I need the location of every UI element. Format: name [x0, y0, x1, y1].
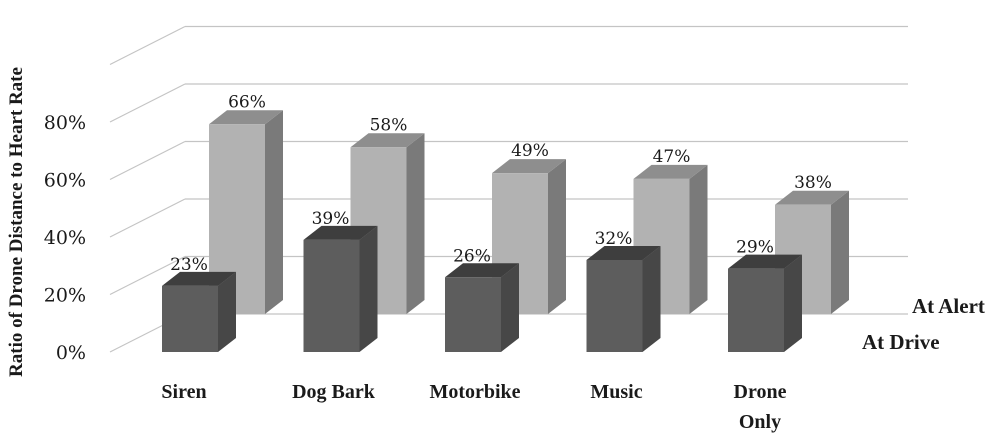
bar-at-drive — [303, 225, 378, 352]
x-category-label: Dog Bark — [292, 381, 376, 403]
y-tick-label: 60% — [44, 170, 86, 192]
data-label-at-alert: 49% — [511, 141, 549, 161]
bar-at-drive-top — [303, 225, 378, 240]
gridline-side — [109, 255, 186, 296]
y-tick-label: 20% — [44, 285, 86, 307]
bar-at-drive — [162, 271, 236, 352]
data-label-at-drive: 32% — [595, 229, 633, 249]
bar-at-drive-side — [642, 246, 661, 352]
bar-at-drive-top — [162, 271, 236, 286]
gridline-top — [109, 25, 186, 66]
bar-at-drive — [586, 246, 661, 352]
bar-layer: 66% 58% 49% 47% 38% 23% 39% 26% 32% 29% — [162, 92, 849, 352]
bar-at-drive-side — [784, 254, 802, 352]
y-tick-label: 80% — [44, 112, 86, 134]
gridline-side — [109, 140, 186, 181]
y-tick-layer: 0% 20% 40% 60% 80% — [44, 112, 86, 364]
series-label-at-alert: At Alert — [912, 294, 985, 318]
bar-at-drive-front — [728, 268, 784, 352]
bar-at-alert-top — [775, 190, 849, 205]
bar-at-alert-top — [492, 159, 566, 174]
y-tick-label: 0% — [56, 342, 86, 364]
data-label-at-alert: 58% — [370, 115, 408, 135]
bar-at-drive-front — [445, 277, 501, 352]
series-label-at-drive: At Drive — [862, 330, 940, 354]
bar-at-alert-side — [689, 164, 708, 314]
bar-at-drive-top — [586, 246, 661, 260]
data-label-at-alert: 47% — [653, 147, 691, 167]
gridline-side — [109, 198, 186, 238]
bar-at-alert-side — [548, 159, 566, 314]
data-label-at-alert: 66% — [228, 92, 266, 112]
data-label-at-drive: 26% — [453, 246, 491, 266]
category-label-layer: Siren Dog Bark Motorbike Music Drone Only — [161, 381, 786, 433]
bar-at-alert-side — [406, 133, 425, 314]
x-category-label: Drone — [734, 381, 787, 403]
y-axis-label: Ratio of Drone Distance to Heart Rate — [6, 67, 27, 377]
data-label-at-drive: 23% — [170, 255, 208, 275]
x-category-label: Only — [739, 411, 781, 433]
bar-at-alert-top — [633, 164, 708, 179]
bar-at-drive — [728, 254, 802, 352]
bar-at-alert — [350, 133, 425, 314]
x-category-label: Motorbike — [429, 381, 520, 403]
bar-at-alert-top — [350, 133, 425, 148]
data-label-at-drive: 29% — [736, 238, 774, 258]
y-tick-label: 40% — [44, 227, 86, 249]
data-label-at-alert: 38% — [794, 173, 832, 193]
bar-at-drive — [445, 263, 519, 352]
data-label-at-drive: 39% — [312, 209, 350, 229]
bar-at-drive-front — [303, 239, 360, 352]
bar-at-drive-front — [586, 260, 643, 352]
gridline-side — [109, 83, 186, 123]
bar-at-drive-side — [501, 263, 519, 352]
bar-at-drive-side — [218, 271, 236, 352]
bar-at-alert-side — [265, 110, 283, 314]
bar-at-alert-top — [209, 110, 283, 125]
bar-at-alert-side — [831, 190, 849, 314]
bar-at-drive-top — [728, 254, 802, 269]
bar-at-drive-side — [359, 225, 378, 352]
x-category-label: Siren — [161, 381, 206, 403]
x-category-label: Music — [590, 381, 642, 403]
bar-at-drive-top — [445, 263, 519, 278]
bar-at-drive-front — [162, 285, 218, 352]
